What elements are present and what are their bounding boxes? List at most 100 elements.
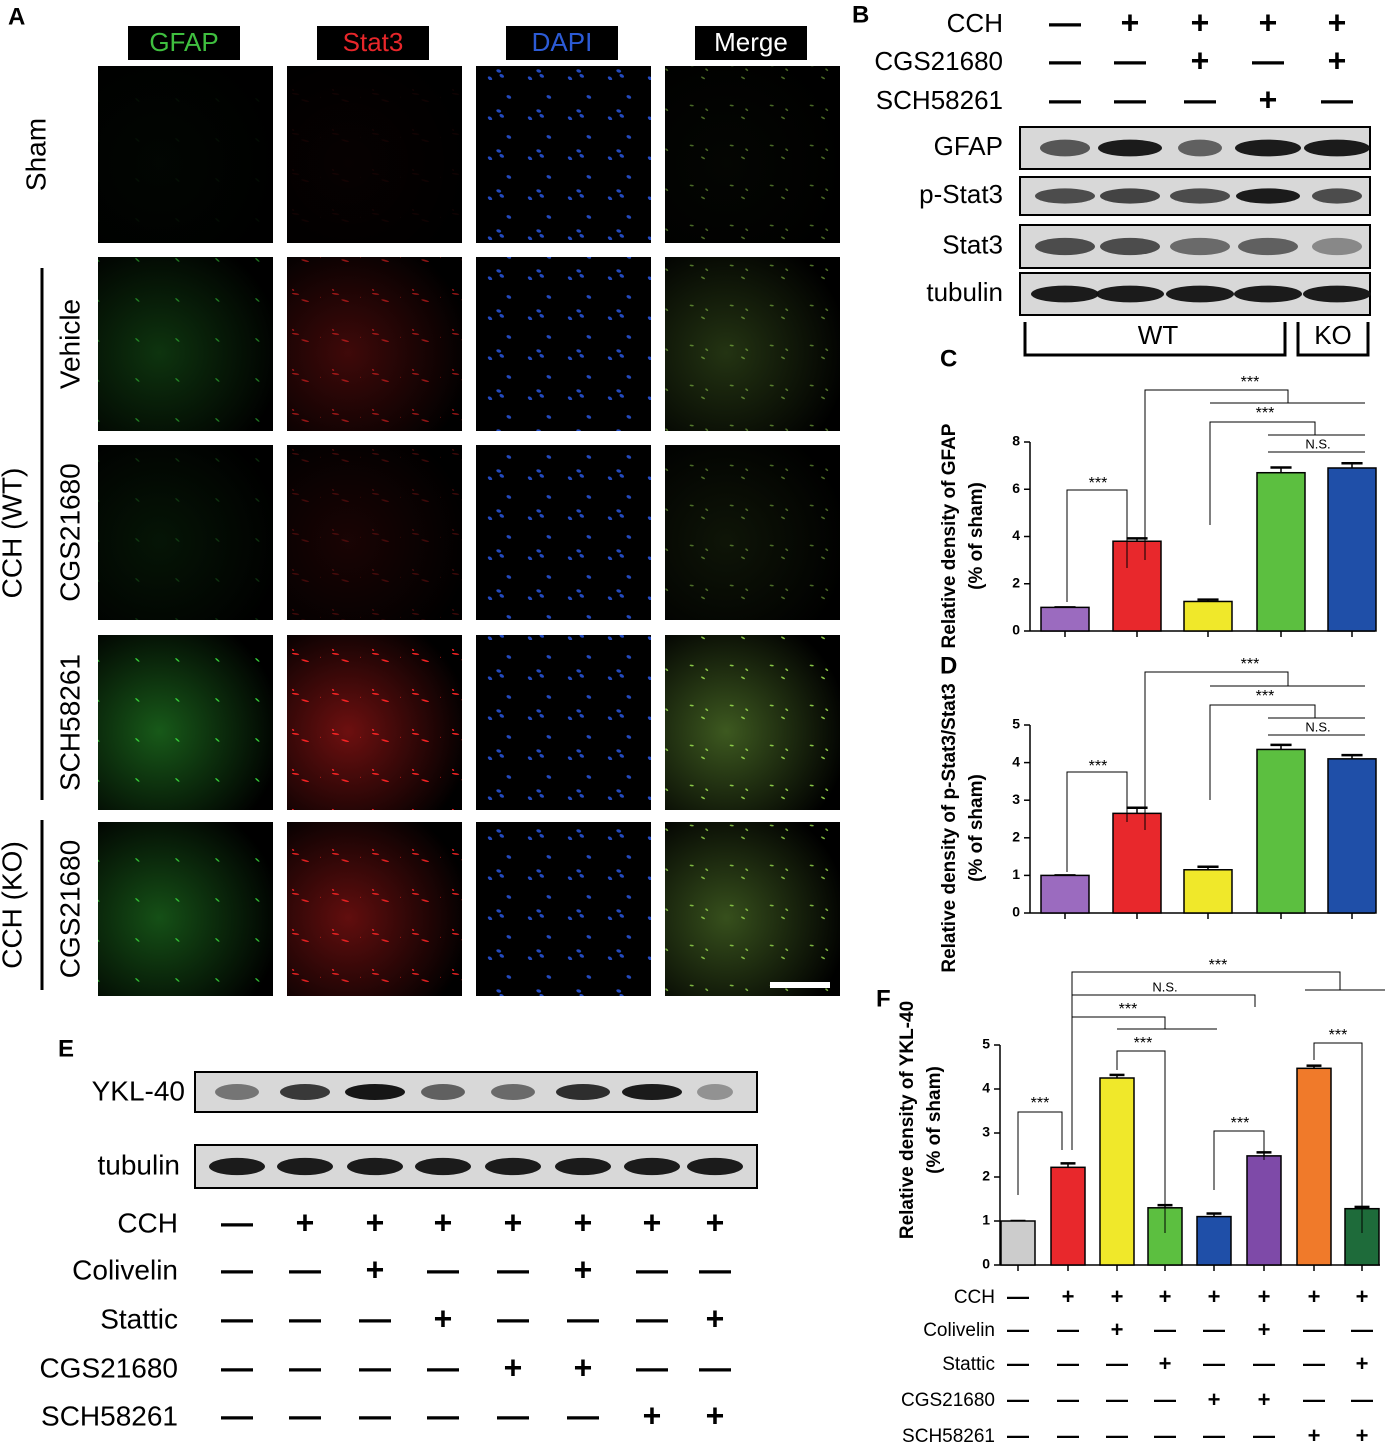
condition-sign: — [427,1349,459,1385]
blot-band [697,1084,733,1100]
blot-band [1312,237,1362,256]
condition-sign: — [1253,1351,1275,1376]
significance-bracket [1144,671,1289,830]
y-axis-label: (% of sham) [966,774,987,882]
y-tick-label: 2 [1012,574,1020,590]
significance-bracket [1209,421,1316,525]
condition-sign: — [1203,1423,1225,1446]
micrograph-signal [476,66,651,243]
bar [1256,748,1306,914]
micrograph-glow [98,822,273,996]
bar [1000,1220,1036,1266]
significance-bracket [1116,1050,1166,1233]
condition-sign: — [1007,1423,1029,1446]
bar [1112,812,1162,914]
significance-label: *** [1031,1095,1050,1112]
bar [1099,1077,1135,1266]
blot-label: Stat3 [942,229,1003,259]
blot-band [1166,285,1234,303]
blot-band [347,1157,403,1176]
y-axis-label: Relative density of GFAP [939,423,960,648]
micrograph-glow [98,257,273,431]
condition-label: Colivelin [923,1320,995,1341]
y-tick-label: 3 [982,1124,990,1140]
condition-sign: + [1159,1284,1172,1309]
blot-band [1096,285,1164,303]
condition-sign: — [221,1349,253,1385]
y-tick-label: 8 [1012,433,1020,449]
condition-sign: + [574,1251,593,1287]
genotype-bracket [1296,322,1370,357]
condition-sign: — [1057,1423,1079,1446]
bar [1040,606,1090,632]
blot-band [1303,285,1371,303]
significance-bracket [1017,1111,1063,1195]
condition-sign: + [1258,1317,1271,1342]
condition-sign: — [1203,1317,1225,1342]
significance-label: *** [1134,1035,1153,1052]
row-label: Sham [20,118,51,191]
condition-sign: + [1111,1284,1124,1309]
micrograph-glow [665,635,840,810]
condition-sign: + [1356,1351,1369,1376]
condition-label: Stattic [942,1354,995,1375]
bar [1296,1067,1332,1266]
condition-sign: — [1007,1351,1029,1376]
micrograph-glow [665,66,840,243]
condition-sign: + [504,1349,523,1385]
significance-bracket [1071,971,1341,1150]
condition-sign: — [427,1397,459,1433]
bar [1183,869,1233,914]
blot-label: p-Stat3 [919,179,1003,209]
condition-sign: — [636,1251,668,1287]
blot-band [1098,139,1162,157]
condition-sign: — [636,1349,668,1385]
blot-label: GFAP [934,131,1003,161]
condition-sign: — [1203,1351,1225,1376]
blot-band [491,1084,535,1100]
blot-band [687,1157,743,1176]
condition-label: CGS21680 [39,1352,178,1383]
condition-sign: — [1057,1351,1079,1376]
condition-sign: + [366,1204,385,1240]
condition-sign: — [359,1300,391,1336]
y-tick-label: 1 [1012,866,1020,882]
row-label: SCH58261 [54,654,85,791]
significance-bracket [1072,1016,1166,1029]
condition-label: CGS21680 [874,46,1003,76]
condition-sign: — [1154,1317,1176,1342]
condition-sign: — [289,1349,321,1385]
row-label: CGS21680 [54,840,85,979]
condition-sign: — [1351,1387,1373,1412]
row-label: CGS21680 [54,463,85,602]
condition-sign: — [1049,81,1081,117]
condition-sign: — [1049,42,1081,78]
condition-sign: — [221,1251,253,1287]
blot-band [1100,237,1160,256]
panel-label: E [58,1035,74,1062]
significance-label: *** [1089,475,1108,492]
significance-bracket [1313,1042,1363,1233]
condition-sign: — [1154,1387,1176,1412]
significance-bracket [1066,771,1128,872]
significance-bracket [1144,389,1289,560]
blot-band [622,1084,682,1100]
bar [1256,471,1306,632]
significance-label: *** [1241,656,1260,673]
blot-band [280,1084,330,1100]
panel-label: F [876,985,891,1012]
significance-bracket [1066,489,1128,602]
y-axis-label: (% of sham) [966,482,987,590]
channel-header: Merge [714,27,788,57]
condition-sign: + [574,1349,593,1385]
condition-sign: — [1057,1387,1079,1412]
genotype-bracket [1023,322,1287,357]
blot-band [1170,237,1230,256]
blot-band [1100,188,1160,204]
condition-sign: + [1258,1284,1271,1309]
bar [1050,1166,1086,1266]
significance-label: N.S. [1305,436,1330,451]
bar [1112,540,1162,632]
micrograph-glow [287,822,462,996]
